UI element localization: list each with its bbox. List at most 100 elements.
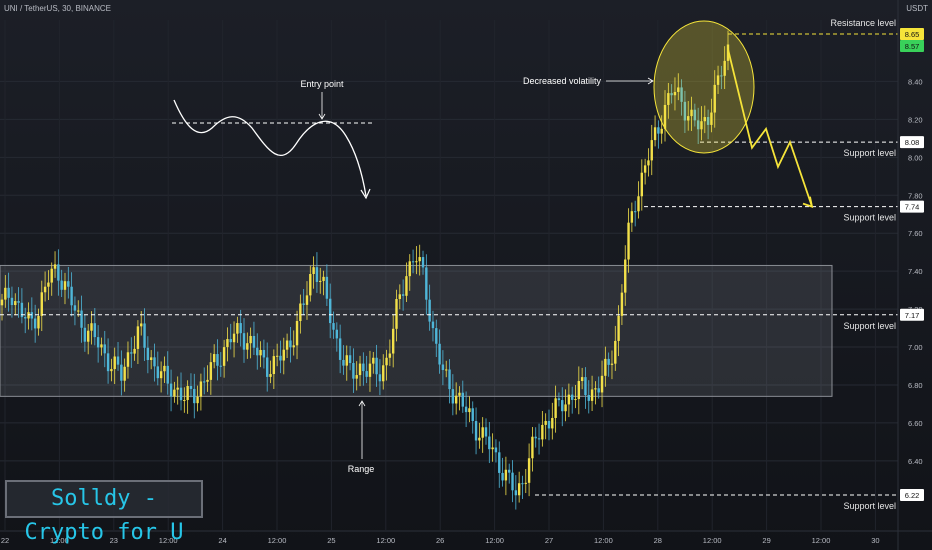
price-tag: 7.74 [900,200,924,213]
candle-body [37,315,40,329]
candle-body [514,490,518,496]
candle-body [328,298,332,324]
candle-body [239,323,242,334]
support-label: Support level [843,148,896,158]
candle-body [319,280,322,282]
candle-body [716,75,720,85]
candle-body [103,344,106,354]
candle-body [43,286,47,293]
entry-point-pointer-head [318,113,326,120]
brand-watermark: Solldy - Crypto for U [5,480,203,545]
candle-body [647,160,650,166]
candle-body [425,267,428,300]
x-tick-label: 24 [218,536,226,545]
candle-body [557,398,561,401]
candle-body [590,389,594,401]
candle-body [166,365,169,384]
candle-body [653,127,657,141]
candle-body [405,276,408,296]
candle-body [249,335,252,344]
candle-body [299,303,302,322]
volatility-ellipse [653,20,755,154]
candle-body [163,365,166,372]
candle-body [484,427,488,437]
candle-body [478,437,481,441]
x-tick-label: 25 [327,536,335,545]
candle-body [517,483,521,496]
candle-body [660,128,663,134]
candle-body [663,104,667,129]
candle-body [378,374,382,382]
candle-body [577,381,581,400]
candle-body [24,317,27,319]
x-axis: 22 12:00 23 12:00 24 12:00 25 12:00 26 12:00 27 12:… [0,530,932,545]
candle-body [454,395,458,404]
candle-body [554,398,557,418]
candle-body [292,345,295,348]
candle-body [481,427,484,438]
candle-body [617,315,620,341]
candle-body [597,388,600,393]
x-tick-label: 29 [762,536,770,545]
price-tag-bg [900,28,924,40]
candle-body [63,281,67,290]
candle-body [524,482,527,484]
candle-body [20,302,24,318]
candle-body [77,310,80,312]
y-axis: 8.408.208.007.807.607.407.207.006.806.60… [897,0,924,550]
candle-body [693,109,697,121]
projection-arrowhead [802,196,814,208]
candle-body [355,375,358,379]
candle-body [508,469,511,473]
candle-body [713,84,716,113]
candle-body [219,365,222,367]
candle-body [17,301,20,303]
candle-body [435,328,438,344]
x-tick-label: 12:00 [50,536,69,545]
price-tag-bg [900,308,924,321]
price-tag-value: 8.57 [905,42,920,51]
candle-body [47,282,50,287]
candle-body [332,323,335,330]
candle-body [176,387,179,390]
candle-body [193,388,196,404]
x-tick-label: 27 [545,536,553,545]
candle-body [196,396,199,404]
candle-body [53,264,57,269]
candle-body [544,420,547,425]
candle-body [696,120,700,130]
candle-body [342,359,345,366]
candle-body [471,408,474,422]
candle-body [441,364,445,371]
candle-body [80,310,83,328]
candle-body [703,117,706,122]
candle-body [73,305,77,311]
range-pointer-head [358,400,366,407]
candle-body [179,387,183,401]
x-tick-label: 23 [110,536,118,545]
entry-point-label: Entry point [300,79,344,89]
candle-body [232,333,236,343]
candle-body [574,399,577,401]
candle-body [395,299,398,329]
x-tick-label: 22 [1,536,9,545]
symbol-title[interactable]: UNI / TetherUS, 30, BINANCE [4,4,111,13]
candle-body [96,337,100,348]
candle-body [537,438,541,440]
price-tag-value: 6.22 [905,491,920,500]
y-tick-label: 6.40 [908,457,923,466]
level-lines: Resistance level Support level Support lev… [0,18,898,511]
candle-body [110,369,113,372]
x-tick-label: 12:00 [485,536,504,545]
candle-body [272,356,276,375]
candles [0,30,730,510]
candle-body [67,281,70,287]
candle-body [458,392,461,396]
candle-body [149,357,153,361]
candle-body [580,377,584,382]
price-tag-bg [900,489,924,501]
candle-body [372,357,375,364]
candle-body [236,323,239,334]
